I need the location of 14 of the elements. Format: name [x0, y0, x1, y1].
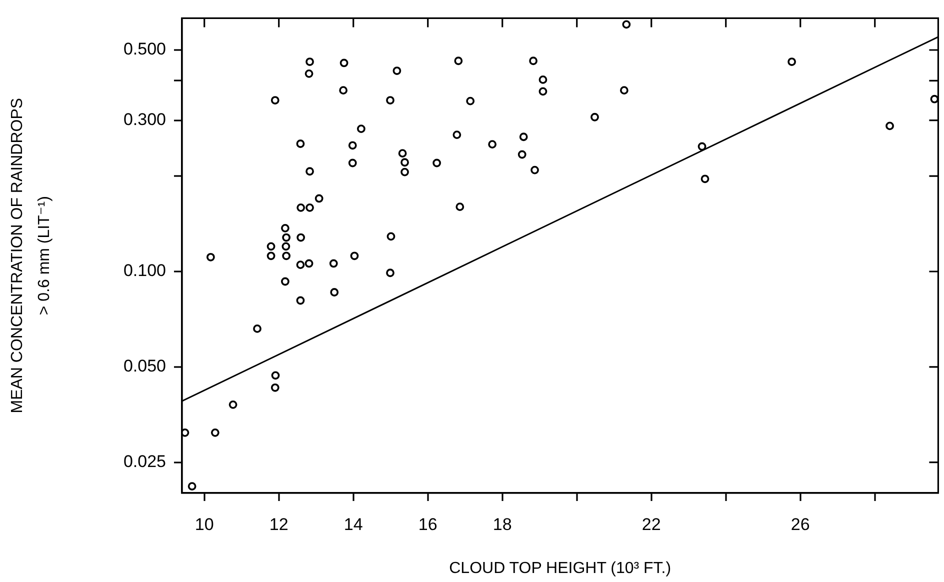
x-tick-label: 18	[492, 514, 512, 534]
x-tick-label: 14	[344, 514, 363, 534]
y-tick-label: 0.025	[123, 452, 166, 471]
x-axis-title: CLOUD TOP HEIGHT (10³ FT.)	[449, 560, 672, 577]
x-tick-label: 10	[194, 514, 214, 534]
x-tick-label: 22	[642, 514, 661, 534]
x-tick-label: 16	[418, 514, 438, 534]
y-tick-label: 0.300	[123, 110, 166, 129]
x-tick-label: 12	[269, 514, 288, 534]
y-tick-label: 0.050	[123, 356, 166, 376]
y-axis-title: MEAN CONCENTRATION OF RAINDROPS > 0.6 mm (LIT⁻¹)	[9, 98, 54, 414]
y-tick-label: 0.100	[123, 261, 166, 280]
x-tick-label: 26	[790, 514, 810, 534]
y-tick-label: 0.500	[123, 40, 166, 59]
